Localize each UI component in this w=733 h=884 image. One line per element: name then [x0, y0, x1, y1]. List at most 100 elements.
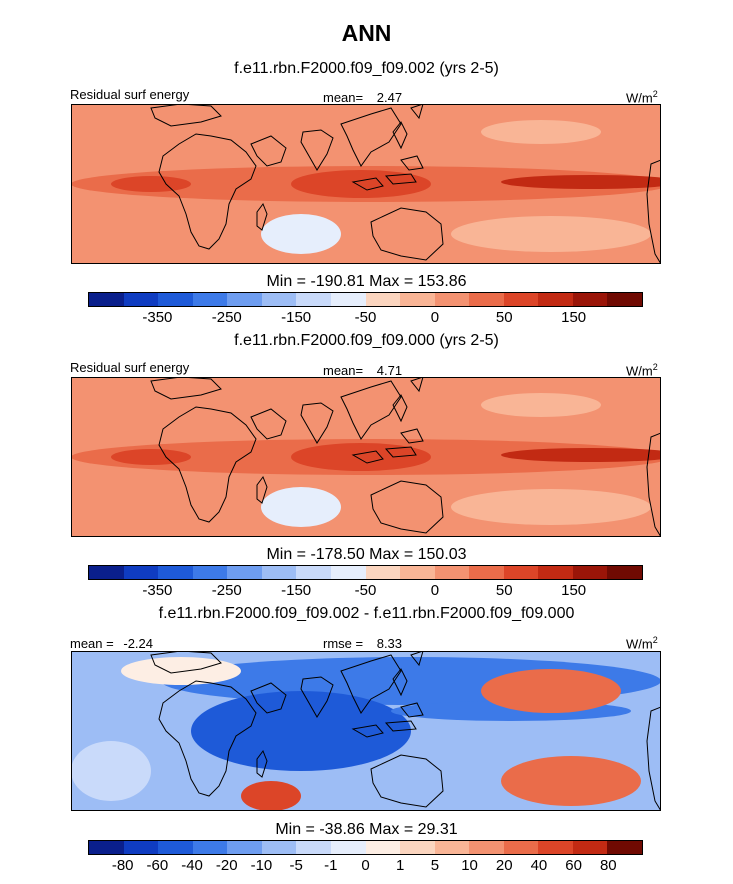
coastline [370, 754, 444, 808]
colorbar-swatch [503, 841, 539, 854]
coastline [370, 480, 444, 534]
field-blob [481, 669, 621, 713]
coastline [392, 377, 424, 423]
panel-3-rmse-text: rmse = [323, 636, 364, 651]
colorbar-tick-label: -80 [111, 857, 134, 874]
colorbar-swatch [400, 566, 435, 579]
colorbar-tick-label: 80 [599, 857, 617, 874]
panel-1-mean-text: mean= [323, 90, 364, 105]
colorbar-swatch [296, 566, 331, 579]
coastline [300, 402, 334, 444]
colorbar-swatch [607, 293, 642, 306]
colorbar-tick-label: 1 [396, 857, 405, 874]
colorbar-tick-label: -40 [181, 857, 203, 874]
coastline [392, 104, 424, 150]
field-band [501, 448, 661, 462]
coastline [158, 680, 257, 797]
coastline [392, 651, 424, 697]
colorbar-swatch [365, 293, 401, 306]
colorbar-swatch [261, 566, 297, 579]
panel-2-mean-value: 4.71 [376, 363, 403, 378]
colorbar-swatch [227, 293, 262, 306]
coastline [370, 207, 444, 261]
field-band [111, 449, 191, 465]
colorbar-swatch [469, 841, 504, 854]
panel-1-mean-value: 2.47 [376, 90, 403, 105]
colorbar-tick-label: -10 [250, 857, 273, 874]
field-blob [481, 393, 601, 417]
colorbar-swatch [158, 841, 193, 854]
colorbar-swatch [192, 841, 228, 854]
panel-1-variable-label: Residual surf energy [70, 87, 190, 102]
coastline [256, 475, 268, 504]
coastline [158, 133, 257, 250]
panel-1-colorbar [88, 292, 643, 307]
colorbar-tick-label: -350 [142, 582, 173, 599]
colorbar-swatch [365, 841, 401, 854]
field-blob [121, 657, 241, 685]
field-blob [451, 489, 651, 525]
coastline [300, 129, 334, 171]
panel-1-units: W/m2 [626, 89, 658, 105]
colorbar-swatch [330, 841, 366, 854]
colorbar-swatch [330, 566, 366, 579]
colorbar-tick-label: 50 [495, 309, 513, 326]
colorbar-swatch [192, 293, 228, 306]
colorbar-tick-label: 5 [430, 857, 440, 874]
colorbar-swatch [434, 841, 470, 854]
colorbar-tick-label: 50 [495, 582, 513, 599]
panel-3-rmse-value: 8.33 [376, 636, 403, 651]
panel-1-map [71, 104, 661, 264]
colorbar-tick-label: 40 [530, 857, 548, 874]
colorbar-swatch [503, 566, 539, 579]
field-blob [241, 781, 301, 811]
colorbar-tick-label: 20 [495, 857, 513, 874]
coastline [351, 428, 424, 464]
coastline [646, 432, 661, 537]
colorbar-tick-label: -5 [289, 857, 303, 874]
panel-1-title: f.e11.rbn.F2000.f09_f09.002 (yrs 2-5) [234, 60, 499, 77]
panel-2-title: f.e11.rbn.F2000.f09_f09.000 (yrs 2-5) [234, 332, 499, 349]
colorbar-swatch [538, 293, 573, 306]
coastline [250, 408, 287, 440]
colorbar-tick-label: 0 [361, 857, 370, 874]
coastline [250, 682, 287, 714]
colorbar-swatch [365, 566, 401, 579]
colorbar-swatch [572, 566, 608, 579]
panel-2-colorbar [88, 565, 643, 580]
coastline [351, 155, 424, 191]
panel-1-units-text: W/m [626, 90, 653, 106]
colorbar-swatch [158, 566, 193, 579]
colorbar-swatch [89, 841, 124, 854]
panel-3-mean-label: mean = -2.24 [70, 636, 153, 651]
colorbar-swatch [400, 841, 435, 854]
coastline [250, 135, 287, 167]
coastline [646, 159, 661, 264]
map-frame [71, 377, 661, 537]
panel-3-mean-text: mean = [70, 636, 114, 651]
colorbar-swatch [469, 293, 504, 306]
colorbar-tick-label: -1 [324, 857, 338, 874]
colorbar-swatch [434, 566, 470, 579]
colorbar-tick-label: 0 [430, 582, 440, 599]
panel-3-units: W/m2 [626, 635, 658, 651]
panel-2-mean-label: mean= 4.71 [323, 363, 402, 378]
colorbar-swatch [469, 566, 504, 579]
colorbar-swatch [261, 293, 297, 306]
coastline [646, 706, 661, 811]
coastline [300, 676, 334, 718]
colorbar-tick-label: 150 [561, 582, 587, 599]
panel-2-colorbar-ticks: -350 -250 -150 -50 0 50 150 [88, 582, 643, 602]
colorbar-swatch [158, 293, 193, 306]
colorbar-tick-label: 10 [461, 857, 478, 874]
figure-title: ANN [341, 20, 392, 46]
field-blob [261, 214, 341, 254]
colorbar-swatch [123, 841, 159, 854]
panel-1-min-max: Min = -190.81 Max = 153.86 [266, 273, 467, 290]
panel-1-units-exp: 2 [652, 89, 658, 99]
colorbar-swatch [538, 841, 573, 854]
colorbar-swatch [261, 841, 297, 854]
colorbar-swatch [572, 293, 608, 306]
coastline [340, 107, 402, 167]
colorbar-swatch [227, 841, 262, 854]
